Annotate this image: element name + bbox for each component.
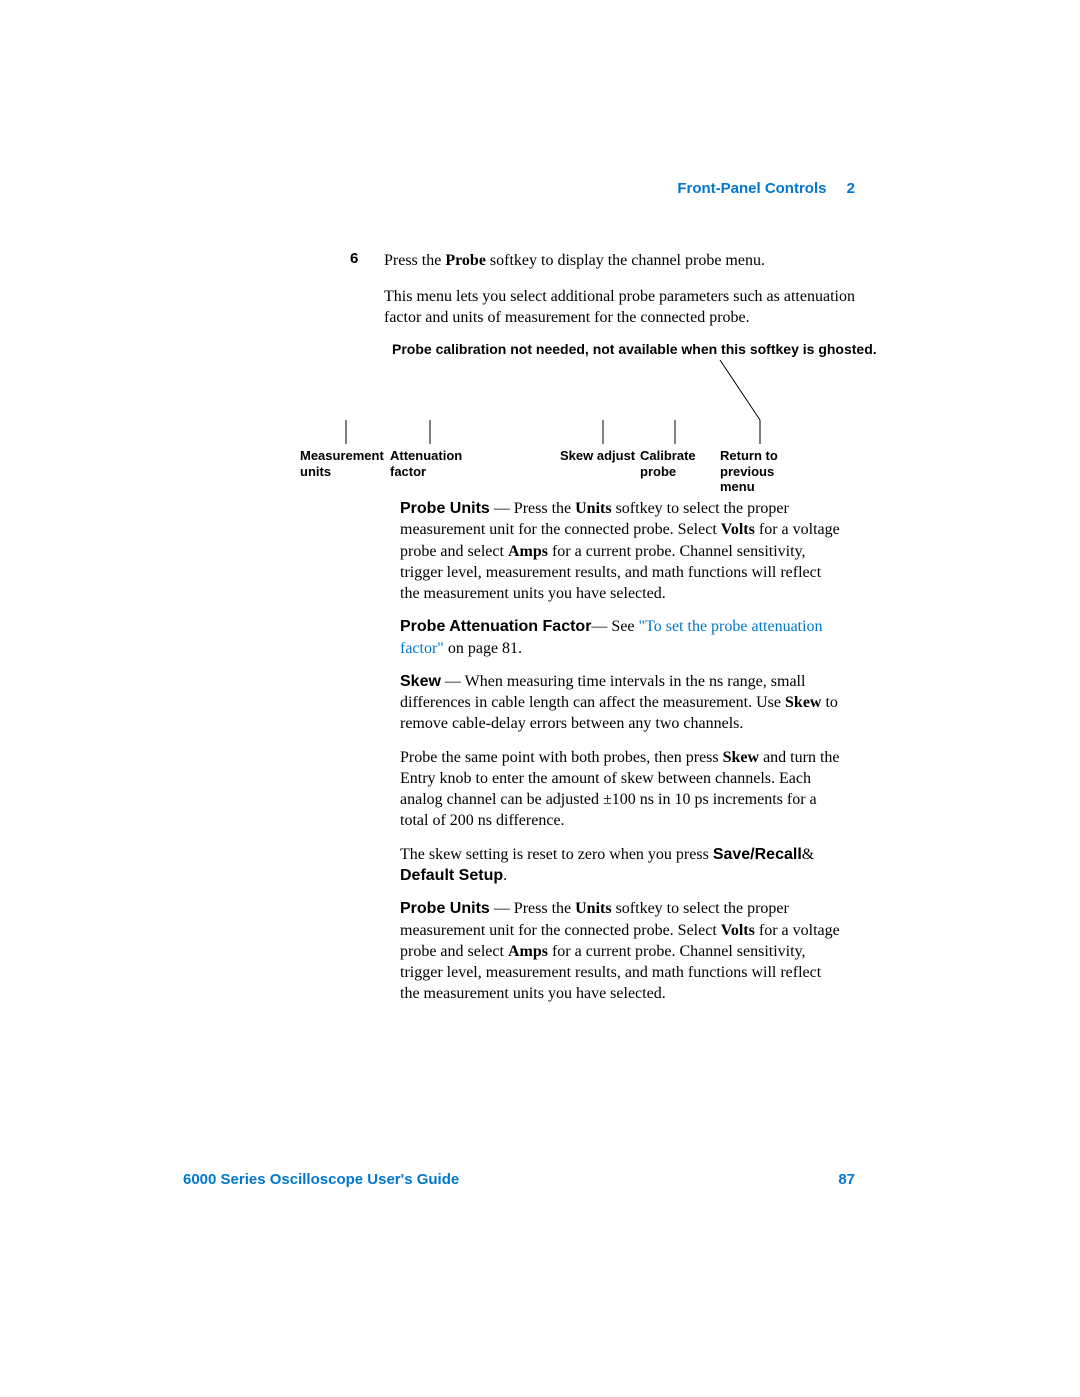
footer: 6000 Series Oscilloscope User's Guide 87 xyxy=(183,1171,855,1188)
callout-text: Probe calibration not needed, not availa… xyxy=(392,341,877,357)
chapter-number: 2 xyxy=(847,180,855,197)
step-text: Press the Probe softkey to display the c… xyxy=(384,250,870,272)
softkey-label: Measurement units xyxy=(300,448,385,479)
running-header: Front-Panel Controls 2 xyxy=(677,180,855,197)
paragraph-attenuation: Probe Attenuation Factor— See "To set th… xyxy=(400,616,840,659)
paragraph-skew-1: Skew — When measuring time intervals in … xyxy=(400,671,840,735)
page: Front-Panel Controls 2 6 Press the Probe… xyxy=(0,0,1080,1397)
step-number: 6 xyxy=(350,250,358,267)
chapter-title: Front-Panel Controls xyxy=(677,180,826,197)
body-text: Probe Units — Press the Units softkey to… xyxy=(400,498,840,1017)
page-number: 87 xyxy=(838,1171,855,1188)
paragraph-skew-reset: The skew setting is reset to zero when y… xyxy=(400,844,840,887)
softkey-label: Skew adjust xyxy=(560,448,645,464)
paragraph-skew-2: Probe the same point with both probes, t… xyxy=(400,747,840,832)
paragraph-probe-units-2: Probe Units — Press the Units softkey to… xyxy=(400,898,840,1004)
softkey-label: Return to previous menu xyxy=(720,448,805,495)
step-6: 6 Press the Probe softkey to display the… xyxy=(370,250,870,339)
softkey-label: Calibrate probe xyxy=(640,448,725,479)
paragraph-probe-units-1: Probe Units — Press the Units softkey to… xyxy=(400,498,840,604)
step-subtext: This menu lets you select additional pro… xyxy=(384,286,870,329)
guide-title: 6000 Series Oscilloscope User's Guide xyxy=(183,1171,459,1188)
softkey-label: Attenuation factor xyxy=(390,448,475,479)
